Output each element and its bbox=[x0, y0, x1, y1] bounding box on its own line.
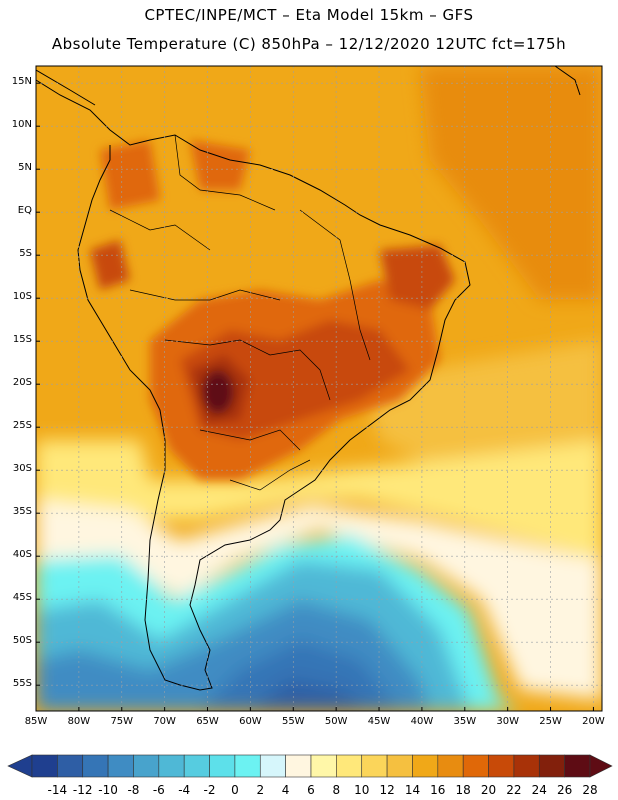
colorbar-swatch bbox=[310, 754, 337, 778]
lon-label: 70W bbox=[153, 716, 176, 727]
colorbar-label: 20 bbox=[480, 783, 497, 797]
lon-label: 50W bbox=[324, 716, 348, 727]
axis-ticks bbox=[35, 82, 594, 711]
lat-label: 45S bbox=[12, 592, 32, 604]
colorbar-swatch bbox=[82, 754, 109, 778]
colorbar-label: 14 bbox=[404, 783, 421, 797]
colorbar-label: 4 bbox=[281, 783, 290, 797]
lat-label: 35S bbox=[12, 506, 32, 518]
colorbar-label: 28 bbox=[582, 783, 598, 797]
lon-label: 25W bbox=[539, 716, 562, 727]
colorbar-label: -14 bbox=[47, 783, 68, 797]
lat-label: 10S bbox=[12, 291, 32, 303]
colorbar-swatch bbox=[107, 754, 134, 778]
lat-label: 10N bbox=[11, 119, 32, 131]
colorbar-label: 18 bbox=[455, 783, 471, 797]
lon-label: 45W bbox=[367, 716, 391, 727]
map-title-line-2: Absolute Temperature (C) 850hPa – 12/12/… bbox=[51, 35, 567, 53]
lat-label: 55S bbox=[12, 678, 32, 690]
colorbar-swatch bbox=[412, 754, 439, 778]
colorbar-swatch bbox=[336, 754, 363, 778]
coastline bbox=[36, 66, 581, 691]
colorbar-label: -6 bbox=[152, 783, 165, 797]
colorbar-min-arrow bbox=[7, 754, 33, 778]
lat-label: EQ bbox=[17, 205, 32, 217]
map-gridlines bbox=[35, 66, 602, 711]
lon-label: 55W bbox=[281, 716, 305, 727]
lon-label: 85W bbox=[24, 716, 48, 727]
colorbar-label: -4 bbox=[178, 783, 191, 797]
lat-label: 5N bbox=[18, 162, 32, 174]
colorbar-swatch bbox=[158, 754, 185, 778]
lon-label: 80W bbox=[67, 716, 91, 727]
colorbar bbox=[7, 754, 613, 778]
lat-label: 15N bbox=[11, 76, 32, 88]
lon-label: 65W bbox=[196, 716, 219, 727]
lon-label: 60W bbox=[239, 716, 262, 727]
colorbar-swatch bbox=[259, 754, 286, 778]
colorbar-swatch bbox=[133, 754, 160, 778]
colorbar-swatch bbox=[234, 754, 261, 778]
colorbar-label: -12 bbox=[72, 783, 93, 797]
colorbar-swatch bbox=[462, 754, 489, 778]
colorbar-swatch bbox=[183, 754, 210, 778]
lat-label: 15S bbox=[12, 334, 32, 346]
colorbar-swatch bbox=[386, 754, 413, 778]
lat-label: 25S bbox=[12, 420, 32, 432]
colorbar-label: 16 bbox=[430, 783, 446, 797]
map-title-line-1: CPTEC/INPE/MCT – Eta Model 15km – GFS bbox=[144, 6, 474, 24]
colorbar-label: -10 bbox=[98, 783, 118, 797]
lat-label: 40S bbox=[12, 549, 32, 561]
colorbar-swatch bbox=[564, 754, 591, 778]
colorbar-swatch bbox=[437, 754, 464, 778]
colorbar-swatch bbox=[361, 754, 388, 778]
lat-label: 5S bbox=[19, 248, 32, 260]
lon-label: 20W bbox=[582, 716, 605, 727]
colorbar-label: 0 bbox=[231, 783, 239, 797]
colorbar-label: -8 bbox=[127, 783, 140, 797]
lat-label: 50S bbox=[12, 635, 32, 647]
colorbar-swatch bbox=[513, 754, 540, 778]
lon-label: 75W bbox=[110, 716, 134, 727]
colorbar-label: 26 bbox=[556, 783, 573, 797]
lat-label: 20S bbox=[12, 377, 32, 389]
colorbar-swatch bbox=[57, 754, 84, 778]
lon-label: 35W bbox=[453, 716, 477, 727]
colorbar-label: 24 bbox=[531, 783, 547, 797]
lon-label: 30W bbox=[496, 716, 519, 727]
colorbar-label: 2 bbox=[256, 783, 265, 797]
colorbar-label: 6 bbox=[307, 783, 315, 797]
colorbar-label: 10 bbox=[354, 783, 370, 797]
lat-label: 30S bbox=[12, 463, 32, 475]
colorbar-label: 8 bbox=[332, 783, 341, 797]
temperature-field bbox=[36, 66, 602, 711]
colorbar-label: -2 bbox=[203, 783, 216, 797]
lon-label: 40W bbox=[410, 716, 434, 727]
colorbar-swatch bbox=[488, 754, 515, 778]
colorbar-swatch bbox=[31, 754, 58, 778]
map-frame bbox=[35, 65, 603, 712]
colorbar-swatch bbox=[209, 754, 236, 778]
colorbar-max-arrow bbox=[589, 754, 613, 778]
country-borders bbox=[109, 134, 371, 491]
colorbar-swatch bbox=[538, 754, 565, 778]
colorbar-label: 22 bbox=[506, 783, 522, 797]
colorbar-label: 12 bbox=[379, 783, 395, 797]
colorbar-swatch bbox=[285, 754, 312, 778]
